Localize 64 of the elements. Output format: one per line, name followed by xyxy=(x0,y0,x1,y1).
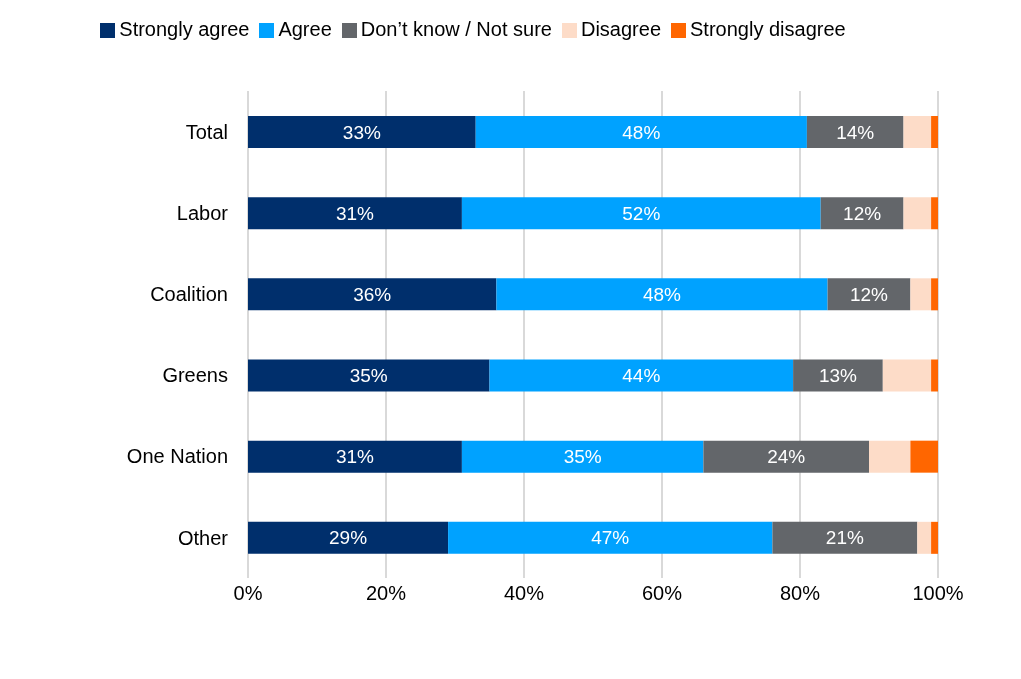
bar xyxy=(917,521,932,554)
bar xyxy=(703,440,869,473)
bar xyxy=(772,521,918,554)
bar xyxy=(931,278,938,311)
data-label: 14% xyxy=(836,121,875,143)
bar xyxy=(248,521,449,554)
bar xyxy=(931,521,938,554)
x-tick-label: 40% xyxy=(503,582,545,605)
y-tick-label: Greens xyxy=(162,364,228,387)
y-tick-label: Total xyxy=(185,120,228,143)
data-label: 31% xyxy=(335,202,375,224)
bar xyxy=(910,278,932,311)
data-label: 48% xyxy=(622,121,661,143)
bar xyxy=(903,197,932,230)
y-tick-label: Coalition xyxy=(150,283,228,306)
bar xyxy=(461,440,704,473)
legend-label: Strongly disagree xyxy=(690,18,846,40)
bar xyxy=(248,359,490,392)
data-label: 24% xyxy=(767,446,806,468)
bar xyxy=(461,197,821,230)
data-label: 31% xyxy=(335,446,375,468)
legend-label: Disagree xyxy=(580,18,662,40)
bar xyxy=(248,278,497,311)
bar xyxy=(448,521,773,554)
x-tick-label: 0% xyxy=(233,582,263,605)
data-label: 29% xyxy=(329,527,368,549)
data-label: 48% xyxy=(642,283,682,305)
data-label: 21% xyxy=(825,527,864,549)
data-label: 12% xyxy=(849,283,889,305)
bar xyxy=(820,197,904,230)
data-label: 35% xyxy=(563,446,602,468)
bar xyxy=(489,359,794,392)
data-label: 47% xyxy=(591,527,630,549)
x-tick-label: 80% xyxy=(779,582,821,605)
x-tick-label: 60% xyxy=(641,582,683,605)
data-label: 36% xyxy=(353,283,392,305)
legend-label: Strongly agree xyxy=(119,18,250,40)
data-label: 33% xyxy=(342,121,381,143)
bar xyxy=(248,197,462,230)
legend-label: Don’t know / Not sure xyxy=(360,18,552,40)
y-tick-label: Other xyxy=(177,526,229,549)
bar xyxy=(496,278,828,311)
data-label: 13% xyxy=(818,365,858,387)
bar xyxy=(248,440,462,473)
bar xyxy=(882,359,932,392)
bar xyxy=(869,440,911,473)
x-tick-label: 100% xyxy=(912,582,964,605)
bar xyxy=(910,440,938,473)
bar xyxy=(475,116,807,148)
bar xyxy=(806,116,904,148)
legend-label: Agree xyxy=(278,18,332,40)
bar xyxy=(931,359,938,392)
data-label: 35% xyxy=(349,365,388,387)
y-tick-label: One Nation xyxy=(126,445,228,468)
data-label: 52% xyxy=(622,202,661,224)
data-label: 12% xyxy=(843,202,882,224)
data-label: 44% xyxy=(622,365,661,387)
bar xyxy=(931,197,938,230)
y-tick-label: Labor xyxy=(176,201,229,224)
bar xyxy=(903,116,932,148)
bar xyxy=(931,116,938,148)
bar xyxy=(793,359,883,392)
x-tick-label: 20% xyxy=(365,582,407,605)
bar xyxy=(248,116,476,148)
